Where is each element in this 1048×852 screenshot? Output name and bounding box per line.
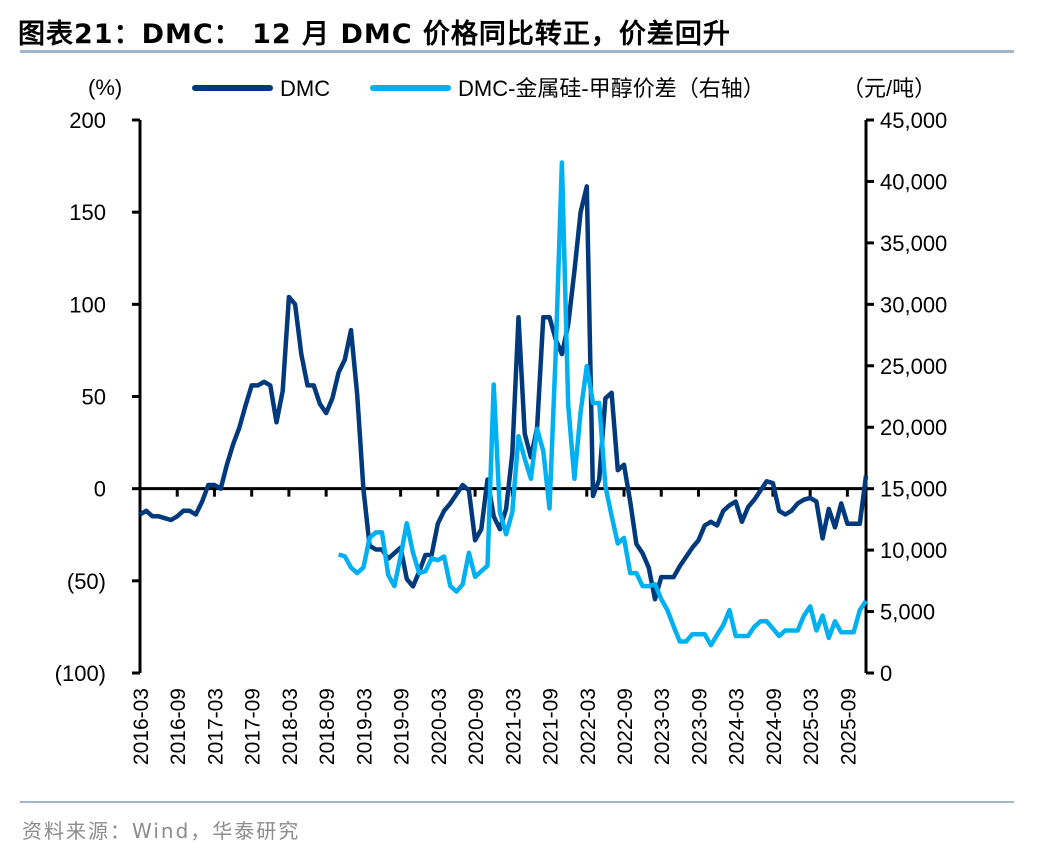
right-axis-tick-label: 35,000	[880, 231, 947, 256]
left-axis-unit: (%)	[88, 75, 122, 100]
source-note: 资料来源：Wind，华泰研究	[22, 819, 301, 843]
right-axis-tick-label: 20,000	[880, 415, 947, 440]
right-axis-tick-label: 10,000	[880, 538, 947, 563]
x-axis-tick-label: 2022-09	[614, 688, 637, 765]
x-axis-tick-label: 2022-03	[577, 688, 600, 765]
x-axis-tick-label: 2024-09	[763, 688, 786, 765]
right-axis-tick-label: 30,000	[880, 292, 947, 317]
right-axis-unit: （元/吨）	[842, 76, 936, 101]
legend: DMC DMC-金属硅-甲醇价差（右轴） （元/吨）	[192, 76, 936, 101]
right-axis-tick-label: 45,000	[880, 108, 947, 133]
footer-divider	[20, 801, 1014, 803]
chart-title: 图表21：DMC： 12 月 DMC 价格同比转正，价差回升	[18, 19, 731, 50]
x-axis-tick-label: 2023-03	[651, 688, 674, 765]
left-axis-tick-label: 150	[69, 200, 106, 225]
right-axis-tick-label: 15,000	[880, 477, 947, 502]
x-axis-tick-label: 2019-09	[391, 688, 414, 765]
x-axis-tick-label: 2016-09	[167, 688, 190, 765]
x-axis-tick-label: 2019-03	[353, 688, 376, 765]
x-axis-tick-label: 2024-03	[726, 688, 749, 765]
left-axis-tick-label: (100)	[55, 661, 106, 686]
right-axis-tick-label: 5,000	[880, 600, 935, 625]
x-axis-tick-label: 2016-03	[130, 688, 153, 765]
right-axis-tick-label: 25,000	[880, 354, 947, 379]
left-axis-tick-label: 200	[69, 108, 106, 133]
legend-label-dmc: DMC	[280, 76, 330, 101]
left-axis-tick-label: (50)	[67, 569, 106, 594]
x-axis-tick-label: 2018-03	[279, 688, 302, 765]
left-axis-tick-label: 0	[94, 477, 106, 502]
x-axis-tick-label: 2020-03	[428, 688, 451, 765]
x-axis-tick-label: 2025-03	[800, 688, 823, 765]
left-axis-tick-label: 100	[69, 292, 106, 317]
x-axis-tick-label: 2020-09	[465, 688, 488, 765]
series-line-dmc	[138, 184, 869, 602]
title-divider	[20, 50, 1014, 53]
x-axis-tick-label: 2017-03	[204, 688, 227, 765]
left-axis-tick-label: 50	[82, 385, 106, 410]
x-axis-tick-label: 2017-09	[242, 688, 265, 765]
legend-label-spread: DMC-金属硅-甲醇价差（右轴）	[458, 76, 765, 101]
right-axis-tick-label: 40,000	[880, 169, 947, 194]
right-axis-tick-label: 0	[880, 661, 892, 686]
x-axis-tick-label: 2018-09	[316, 688, 339, 765]
x-axis-tick-label: 2025-09	[837, 688, 860, 765]
series-line-spread	[337, 160, 868, 648]
x-axis-tick-label: 2023-09	[688, 688, 711, 765]
x-axis-tick-label: 2021-03	[502, 688, 525, 765]
x-axis-tick-label: 2021-09	[540, 688, 563, 765]
